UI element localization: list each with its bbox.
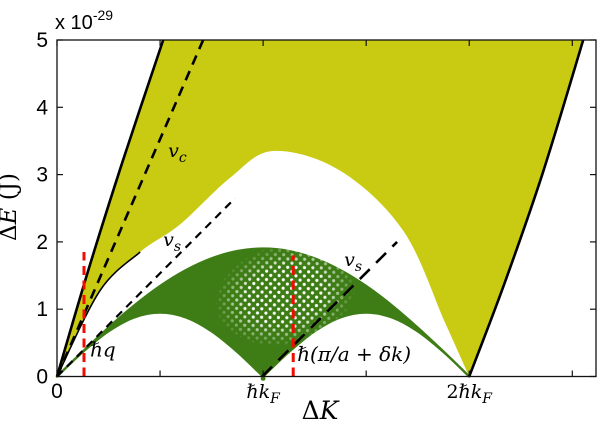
label-segment: 5 — [36, 29, 48, 52]
label-segment: v — [344, 249, 355, 271]
velocity-and-marker-lines — [55, 39, 399, 378]
charge-right-boundary-line — [467, 39, 585, 377]
label-segment: -29 — [93, 7, 113, 23]
y-tick-label: 4 — [36, 96, 48, 119]
label-segment: ℏq — [90, 337, 116, 361]
charge-left-boundary-line — [55, 39, 165, 377]
charge-continuum-region — [57, 40, 584, 377]
label-segment: s — [174, 239, 181, 255]
spin-velocity-line-left — [56, 197, 236, 378]
vc-label: vc — [168, 140, 187, 166]
x-tick-label: 2ℏkF — [446, 381, 493, 407]
label-segment: 1 — [36, 298, 48, 321]
plot-box — [56, 39, 597, 378]
label-segment: 3 — [36, 164, 48, 187]
label-segment: Δ — [0, 224, 22, 241]
label-segment: F — [481, 391, 493, 407]
label-segment: ℏ(π/a + δk) — [297, 342, 411, 366]
label-segment: ℏk — [246, 381, 270, 403]
dotted-overlap-group — [214, 244, 357, 346]
vs-label-left: vs — [163, 229, 181, 255]
y-tick-label: 0 — [36, 366, 48, 389]
y-tick-label: 1 — [36, 298, 48, 321]
y-tick-label: 3 — [36, 164, 48, 187]
y-axis-title: ΔE (J) — [0, 173, 22, 241]
y-scale-exponent: x 10-29 — [55, 7, 113, 34]
spin-velocity-line-right — [261, 240, 399, 378]
x-axis-title: ΔK — [302, 396, 340, 424]
label-segment: 2 — [446, 381, 458, 403]
label-segment: 0 — [36, 366, 48, 389]
label-segment: Δ — [302, 396, 320, 424]
label-segment: ℏk — [459, 381, 483, 403]
y-tick-label: 2 — [36, 231, 48, 254]
x-tick-label: 0 — [51, 380, 63, 403]
label-segment: c — [179, 150, 187, 166]
label-segment: E — [0, 207, 22, 225]
x-tick-label: ℏkF — [246, 381, 281, 407]
hq-label: ℏq — [90, 337, 116, 361]
label-segment: 0 — [51, 380, 63, 403]
dotted-overlap-region — [214, 244, 357, 346]
label-segment: v — [163, 229, 174, 251]
label-segment: F — [269, 391, 281, 407]
axis-and-annotation-labels: 0ℏkF2ℏkF012345ΔKΔE (J)x 10-29vcvsvsℏqℏ(π… — [0, 7, 493, 424]
label-segment: s — [355, 259, 362, 275]
axes-box — [56, 39, 597, 378]
label-segment: (J) — [0, 173, 22, 207]
y-tick-label: 5 — [36, 29, 48, 52]
label-segment: v — [168, 140, 179, 162]
vs-label-right: vs — [344, 249, 362, 275]
label-segment: x 10 — [55, 12, 93, 34]
hpidk-label: ℏ(π/a + δk) — [297, 342, 411, 366]
label-segment: K — [319, 396, 340, 424]
label-segment: 2 — [36, 231, 48, 254]
label-segment: 4 — [36, 96, 48, 119]
